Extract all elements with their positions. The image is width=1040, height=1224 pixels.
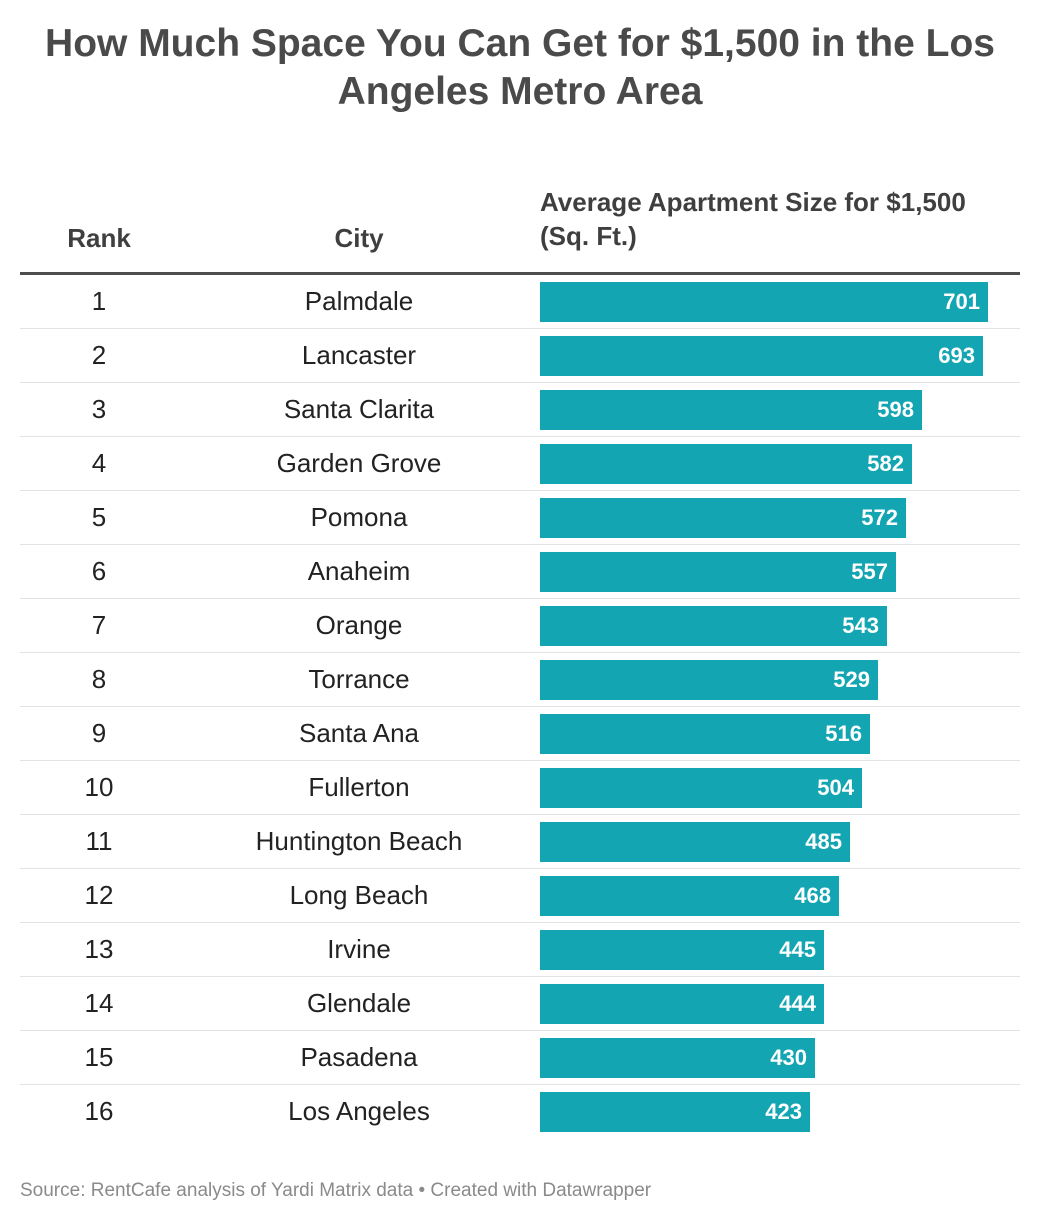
table-row: 9 Santa Ana 516 [20, 707, 1020, 761]
table-row: 11 Huntington Beach 485 [20, 815, 1020, 869]
bar: 423 [540, 1092, 810, 1132]
bar: 430 [540, 1038, 815, 1078]
bar: 445 [540, 930, 824, 970]
city-cell: Pasadena [300, 1042, 418, 1072]
bar-value-label: 445 [779, 937, 816, 962]
rank-cell: 10 [84, 772, 114, 802]
table-row: 5 Pomona 572 [20, 491, 1020, 545]
city-cell: Anaheim [307, 556, 411, 586]
city-cell: Santa Clarita [283, 394, 435, 424]
table-row: 12 Long Beach 468 [20, 869, 1020, 923]
bar-value-label: 557 [851, 559, 888, 584]
rank-cell: 16 [84, 1096, 114, 1126]
bar-value-label: 468 [794, 883, 831, 908]
city-cell: Los Angeles [288, 1096, 430, 1126]
rank-cell: 14 [84, 988, 114, 1018]
bar: 485 [540, 822, 850, 862]
bar-value-label: 582 [867, 451, 904, 476]
bar: 598 [540, 390, 922, 430]
chart-title: How Much Space You Can Get for $1,500 in… [45, 22, 995, 113]
column-header-city: City [334, 223, 384, 253]
rank-cell: 11 [85, 826, 113, 856]
bar-value-label: 529 [833, 667, 870, 692]
column-header-apartment-size: Average Apartment Size for $1,500 (Sq. F… [540, 187, 966, 251]
bar-value-label: 430 [770, 1045, 807, 1070]
bar: 582 [540, 444, 912, 484]
bar-value-label: 572 [861, 505, 898, 530]
table-row: 1 Palmdale 701 [20, 275, 1020, 329]
rank-cell: 12 [84, 880, 114, 910]
bar-value-label: 693 [938, 343, 975, 368]
table-row: 14 Glendale 444 [20, 977, 1020, 1031]
table-row: 7 Orange 543 [20, 599, 1020, 653]
table-row: 16 Los Angeles 423 [20, 1085, 1020, 1139]
table-body: 1 Palmdale 701 2 Lancaster 693 3 Santa Clarita 5… [20, 275, 1020, 1139]
bar-value-label: 444 [779, 991, 816, 1016]
table-row: 6 Anaheim 557 [20, 545, 1020, 599]
table-row: 3 Santa Clarita 598 [20, 383, 1020, 437]
city-cell: Torrance [308, 664, 410, 694]
city-cell: Long Beach [289, 880, 429, 910]
city-cell: Fullerton [308, 772, 410, 802]
city-cell: Lancaster [301, 340, 417, 370]
city-cell: Huntington Beach [255, 826, 463, 856]
city-cell: Palmdale [304, 286, 414, 316]
bar-value-label: 423 [765, 1099, 802, 1124]
rank-cell: 15 [84, 1042, 114, 1072]
bar: 693 [540, 336, 983, 376]
table-row: 15 Pasadena 430 [20, 1031, 1020, 1085]
rank-cell: 6 [91, 556, 107, 586]
rank-cell: 2 [91, 340, 107, 370]
bar: 557 [540, 552, 896, 592]
source-note: Source: RentCafe analysis of Yardi Matri… [20, 1180, 652, 1201]
rank-cell: 1 [91, 286, 107, 316]
table-row: 4 Garden Grove 582 [20, 437, 1020, 491]
city-cell: Garden Grove [276, 448, 442, 478]
rank-cell: 5 [91, 502, 107, 532]
city-cell: Santa Ana [299, 718, 419, 748]
rank-cell: 9 [91, 718, 107, 748]
rank-cell: 13 [84, 934, 114, 964]
city-cell: Irvine [327, 934, 391, 964]
bar: 543 [540, 606, 887, 646]
bar: 529 [540, 660, 878, 700]
bar-value-label: 598 [877, 397, 914, 422]
table-row: 13 Irvine 445 [20, 923, 1020, 977]
city-cell: Orange [315, 610, 403, 640]
column-header-rank: Rank [67, 223, 131, 253]
rank-cell: 3 [91, 394, 107, 424]
rank-cell: 8 [91, 664, 107, 694]
header-divider [20, 272, 1020, 275]
bar: 701 [540, 282, 988, 322]
bar-value-label: 543 [842, 613, 879, 638]
bar-value-label: 485 [805, 829, 842, 854]
table-row: 8 Torrance 529 [20, 653, 1020, 707]
city-cell: Glendale [306, 988, 412, 1018]
bar: 504 [540, 768, 862, 808]
rank-cell: 4 [91, 448, 107, 478]
bar: 516 [540, 714, 870, 754]
bar: 444 [540, 984, 824, 1024]
bar-value-label: 516 [825, 721, 862, 746]
bar-value-label: 701 [943, 289, 980, 314]
rank-cell: 7 [91, 610, 107, 640]
table-row: 2 Lancaster 693 [20, 329, 1020, 383]
table-row: 10 Fullerton 504 [20, 761, 1020, 815]
bar-value-label: 504 [817, 775, 854, 800]
bar: 572 [540, 498, 906, 538]
bar: 468 [540, 876, 839, 916]
city-cell: Pomona [310, 502, 408, 532]
